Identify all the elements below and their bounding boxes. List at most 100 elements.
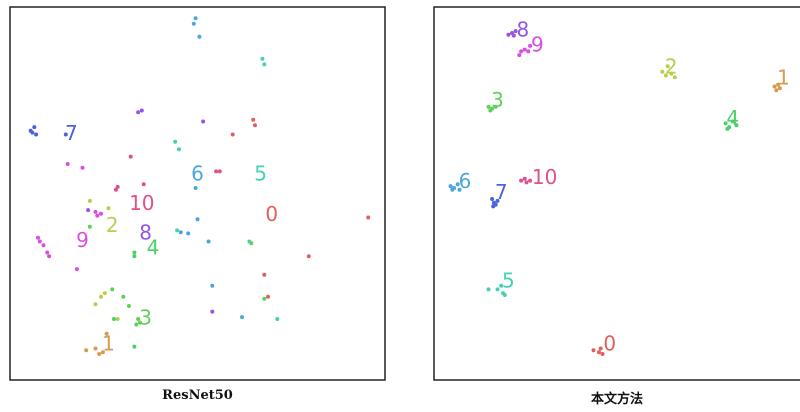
scatter-point-class-0: [366, 215, 371, 220]
cluster-label-3: 3: [491, 88, 504, 112]
scatter-point-class-3: [134, 322, 139, 327]
scatter-point-class-6: [193, 16, 198, 21]
scatter-point-class-6: [455, 182, 460, 187]
scatter-point-class-6: [450, 187, 455, 192]
scatter-point-class-5: [173, 139, 178, 144]
scatter-point-class-3: [126, 304, 131, 308]
scatter-point-class-5: [486, 287, 491, 292]
scatter-point-class-5: [275, 317, 280, 321]
scatter-point-class-0: [251, 117, 256, 122]
scatter-point-class-9: [45, 250, 50, 255]
scatter-point-class-8: [86, 208, 91, 213]
scatter-point-class-9: [41, 243, 46, 248]
scatter-point-class-8: [210, 309, 215, 314]
scatter-point-class-5: [499, 283, 504, 288]
scatter-point-class-3: [249, 241, 254, 246]
scatter-point-class-5: [175, 228, 180, 233]
cluster-label-7: 7: [65, 121, 78, 145]
cluster-label-7: 7: [495, 180, 508, 204]
scatter-point-class-8: [506, 32, 511, 37]
scatter-point-class-6: [210, 283, 215, 288]
scatter-point-class-5: [177, 147, 181, 152]
scatter-point-class-10: [115, 184, 120, 189]
scatter-point-class-3: [87, 224, 92, 229]
scatter-point-class-5: [260, 56, 265, 61]
scatter-point-class-6: [240, 315, 244, 320]
cluster-label-10: 10: [129, 191, 154, 215]
scatter-point-class-6: [195, 217, 200, 222]
scatter-point-class-2: [115, 317, 120, 321]
cluster-label-5: 5: [502, 269, 515, 293]
scatter-point-class-0: [262, 272, 267, 277]
scatter-point-class-10: [113, 187, 118, 192]
scatter-point-class-8: [139, 108, 144, 113]
chart-title-proposed-method: 本文方法: [590, 392, 643, 407]
scatter-point-class-9: [80, 165, 85, 170]
scatter-point-class-10: [217, 169, 222, 174]
cluster-label-layer: 7 6 5 0 10 29 84 31: [65, 121, 278, 355]
scatter-point-class-2: [102, 291, 107, 296]
scatter-point-class-2: [93, 302, 98, 307]
scatter-point-class-2: [660, 69, 665, 74]
scatter-point-class-8: [513, 29, 518, 34]
scatter-point-class-6: [186, 231, 191, 236]
scatter-point-class-10: [214, 169, 219, 174]
cluster-label-4: 4: [726, 106, 739, 130]
scatter-point-class-4: [132, 344, 137, 349]
scatter-point-class-5: [262, 62, 267, 67]
scatter-point-class-6: [197, 34, 202, 39]
scatter-point-class-6: [191, 21, 196, 26]
scatter-point-class-10: [128, 154, 133, 159]
scatter-point-class-0: [591, 348, 596, 353]
scatter-point-class-1: [776, 82, 781, 87]
scatter-point-class-4: [132, 254, 137, 259]
scatter-point-class-2: [672, 75, 677, 80]
scatter-point-class-4: [112, 317, 116, 321]
scatter-point-class-9: [526, 49, 531, 54]
scatter-point-class-4: [725, 126, 730, 131]
scatter-point-class-3: [262, 296, 267, 301]
scatter-point-class-9: [522, 47, 527, 52]
point-layer: [28, 16, 371, 356]
scatter-point-class-9: [74, 267, 79, 272]
scatter-point-class-2: [106, 206, 111, 211]
cluster-label-0: 0: [603, 331, 616, 355]
scatter-point-class-3: [493, 104, 498, 109]
scatter-point-class-3: [486, 104, 491, 109]
scatter-point-class-9: [99, 211, 103, 216]
scatter-point-class-1: [774, 88, 779, 93]
scatter-point-class-6: [178, 230, 183, 235]
scatter-point-class-1: [100, 350, 105, 355]
cluster-label-0: 0: [265, 202, 278, 226]
scatter-point-class-0: [266, 294, 270, 299]
scatter-point-class-9: [519, 49, 524, 54]
scatter-point-class-0: [230, 132, 235, 137]
scatter-point-class-6: [457, 187, 462, 192]
scatter-point-class-1: [93, 346, 98, 351]
scatter-point-class-9: [528, 43, 533, 48]
cluster-label-1: 1: [777, 66, 790, 90]
scatter-point-class-2: [87, 198, 92, 203]
plot-frame: [433, 6, 800, 381]
scatter-point-class-9: [95, 213, 100, 218]
scatter-point-class-0: [253, 123, 257, 128]
scatter-point-class-0: [600, 352, 605, 356]
scatter-point-class-8: [201, 119, 206, 124]
scatter-point-class-4: [730, 119, 735, 124]
scatter-point-class-1: [97, 352, 102, 356]
cluster-label-3: 3: [139, 306, 152, 330]
scatter-point-class-1: [84, 348, 89, 353]
cluster-label-6: 6: [191, 162, 204, 186]
cluster-label-10: 10: [532, 165, 557, 189]
cluster-label-6: 6: [459, 169, 472, 193]
scatter-point-class-9: [517, 53, 522, 58]
scatter-point-class-9: [93, 209, 98, 214]
scatter-point-class-3: [121, 294, 126, 299]
cluster-label-8: 8: [139, 221, 152, 245]
cluster-label-5: 5: [254, 162, 267, 186]
cluster-label-1: 1: [102, 331, 115, 355]
scatter-point-class-6: [193, 186, 198, 190]
scatter-point-class-7: [30, 130, 35, 135]
